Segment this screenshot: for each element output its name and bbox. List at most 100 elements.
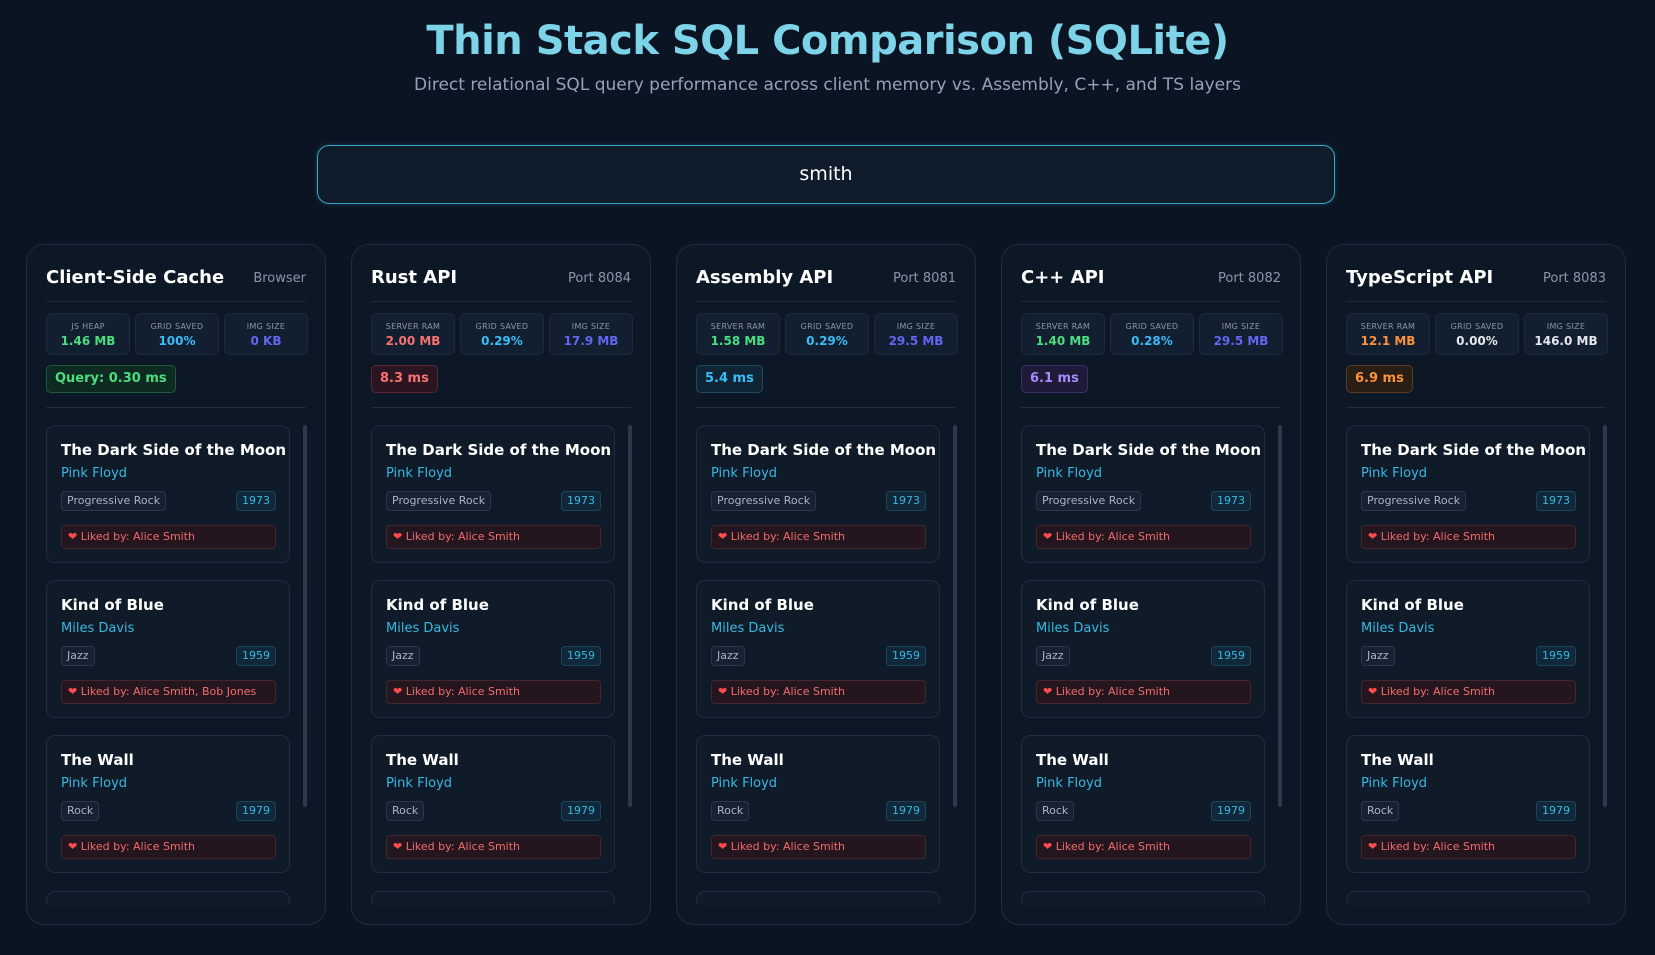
divider (696, 301, 956, 302)
album-title: The Wall (61, 751, 134, 769)
liked-by-row: ❤ Liked by: Alice Smith (61, 525, 276, 549)
stat-box: SERVER RAM 2.00 MB (371, 313, 455, 355)
divider (1021, 407, 1281, 408)
divider (371, 301, 631, 302)
album-title: The Dark Side of the Moon (711, 441, 937, 459)
album-title: The Wall (386, 751, 459, 769)
album-card[interactable]: Kind of Blue Miles Davis Jazz 1959 ❤ Lik… (696, 580, 940, 718)
results-list[interactable]: The Dark Side of the Moon Pink Floyd Pro… (1346, 425, 1608, 905)
panel-assembly-api: Assembly API Port 8081 SERVER RAM 1.58 M… (676, 244, 976, 925)
heart-icon: ❤ (68, 530, 78, 543)
genre-tag: Rock (61, 801, 100, 821)
stat-value: 29.5 MB (1213, 334, 1269, 348)
genre-tag: Progressive Rock (1361, 491, 1467, 511)
year-tag: 1979 (236, 801, 276, 821)
scrollbar[interactable] (953, 425, 957, 807)
album-card[interactable]: The Dark Side of the Moon Pink Floyd Pro… (371, 425, 615, 563)
results-list[interactable]: The Dark Side of the Moon Pink Floyd Pro… (1021, 425, 1283, 905)
album-artist: Pink Floyd (61, 776, 128, 791)
album-card[interactable]: Kind of Blue Miles Davis Jazz 1959 ❤ Lik… (1346, 580, 1590, 718)
album-title: Kind of Blue (386, 596, 489, 614)
album-title: The Dark Side of the Moon (386, 441, 612, 459)
stat-box: GRID SAVED 0.00% (1435, 313, 1519, 355)
album-card[interactable]: The Dark Side of the Moon Pink Floyd Pro… (696, 425, 940, 563)
year-tag: 1973 (236, 491, 276, 511)
album-artist: Pink Floyd (1036, 466, 1103, 481)
stat-value: 146.0 MB (1534, 334, 1598, 348)
scrollbar[interactable] (628, 425, 632, 807)
year-tag: 1979 (1211, 801, 1251, 821)
liked-by-text: Liked by: Alice Smith (1380, 530, 1496, 543)
stat-value: 0.29% (481, 334, 523, 348)
stat-box: JS HEAP 1.46 MB (46, 313, 130, 355)
panel-tag: Port 8083 (1543, 271, 1606, 286)
panel-typescript-api: TypeScript API Port 8083 SERVER RAM 12.1… (1326, 244, 1626, 925)
album-card[interactable]: Kind of Blue Miles Davis Jazz 1959 ❤ Lik… (46, 580, 290, 718)
album-title: Kind of Blue (711, 596, 814, 614)
genre-tag: Rock (386, 801, 425, 821)
album-card[interactable]: The Wall Pink Floyd Rock 1979 ❤ Liked by… (46, 735, 290, 873)
divider (1021, 301, 1281, 302)
album-card[interactable] (46, 891, 290, 905)
album-card[interactable]: The Wall Pink Floyd Rock 1979 ❤ Liked by… (1021, 735, 1265, 873)
album-card[interactable]: The Dark Side of the Moon Pink Floyd Pro… (46, 425, 290, 563)
stat-box: IMG SIZE 17.9 MB (549, 313, 633, 355)
heart-icon: ❤ (1043, 530, 1053, 543)
year-tag: 1973 (561, 491, 601, 511)
year-tag: 1959 (561, 646, 601, 666)
genre-tag: Jazz (1361, 646, 1395, 666)
search-input[interactable]: smith (317, 145, 1335, 204)
liked-by-text: Liked by: Alice Smith (1055, 530, 1171, 543)
liked-by-text: Liked by: Alice Smith (730, 685, 846, 698)
genre-tag: Jazz (711, 646, 745, 666)
divider (696, 407, 956, 408)
panel-header: Assembly API Port 8081 (696, 267, 956, 297)
year-tag: 1979 (886, 801, 926, 821)
panel-header: C++ API Port 8082 (1021, 267, 1281, 297)
stat-value: 1.46 MB (60, 334, 116, 348)
album-artist: Pink Floyd (1036, 776, 1103, 791)
results-list[interactable]: The Dark Side of the Moon Pink Floyd Pro… (46, 425, 308, 905)
year-tag: 1959 (1536, 646, 1576, 666)
genre-tag: Jazz (61, 646, 95, 666)
album-artist: Miles Davis (61, 621, 135, 636)
stat-label: GRID SAVED (150, 322, 204, 331)
year-tag: 1973 (886, 491, 926, 511)
heart-icon: ❤ (1368, 530, 1378, 543)
album-artist: Pink Floyd (1361, 776, 1428, 791)
album-card[interactable]: The Wall Pink Floyd Rock 1979 ❤ Liked by… (696, 735, 940, 873)
album-card[interactable]: The Wall Pink Floyd Rock 1979 ❤ Liked by… (371, 735, 615, 873)
album-artist: Pink Floyd (711, 776, 778, 791)
album-card[interactable] (371, 891, 615, 905)
year-tag: 1973 (1211, 491, 1251, 511)
album-artist: Pink Floyd (61, 466, 128, 481)
album-card[interactable]: Kind of Blue Miles Davis Jazz 1959 ❤ Lik… (371, 580, 615, 718)
liked-by-text: Liked by: Alice Smith (730, 530, 846, 543)
scrollbar[interactable] (1603, 425, 1607, 807)
results-list[interactable]: The Dark Side of the Moon Pink Floyd Pro… (696, 425, 958, 905)
liked-by-row: ❤ Liked by: Alice Smith (711, 680, 926, 704)
heart-icon: ❤ (1043, 685, 1053, 698)
liked-by-text: Liked by: Alice Smith (1055, 840, 1171, 853)
panel-tag: Port 8081 (893, 271, 956, 286)
panel-client-side-cache: Client-Side Cache Browser JS HEAP 1.46 M… (26, 244, 326, 925)
stat-box: GRID SAVED 0.29% (460, 313, 544, 355)
album-card[interactable] (1021, 891, 1265, 905)
album-card[interactable]: The Wall Pink Floyd Rock 1979 ❤ Liked by… (1346, 735, 1590, 873)
scrollbar[interactable] (303, 425, 307, 807)
album-card[interactable]: Kind of Blue Miles Davis Jazz 1959 ❤ Lik… (1021, 580, 1265, 718)
liked-by-text: Liked by: Alice Smith (80, 840, 196, 853)
album-card[interactable]: The Dark Side of the Moon Pink Floyd Pro… (1021, 425, 1265, 563)
scrollbar[interactable] (1278, 425, 1282, 807)
panel-tag: Browser (253, 271, 306, 286)
genre-tag: Progressive Rock (386, 491, 492, 511)
album-card[interactable] (1346, 891, 1590, 905)
album-artist: Miles Davis (386, 621, 460, 636)
album-card[interactable] (696, 891, 940, 905)
panel-name: TypeScript API (1346, 267, 1494, 288)
album-card[interactable]: The Dark Side of the Moon Pink Floyd Pro… (1346, 425, 1590, 563)
results-list[interactable]: The Dark Side of the Moon Pink Floyd Pro… (371, 425, 633, 905)
heart-icon: ❤ (68, 685, 78, 698)
liked-by-text: Liked by: Alice Smith, Bob Jones (80, 685, 257, 698)
stat-box: SERVER RAM 1.58 MB (696, 313, 780, 355)
